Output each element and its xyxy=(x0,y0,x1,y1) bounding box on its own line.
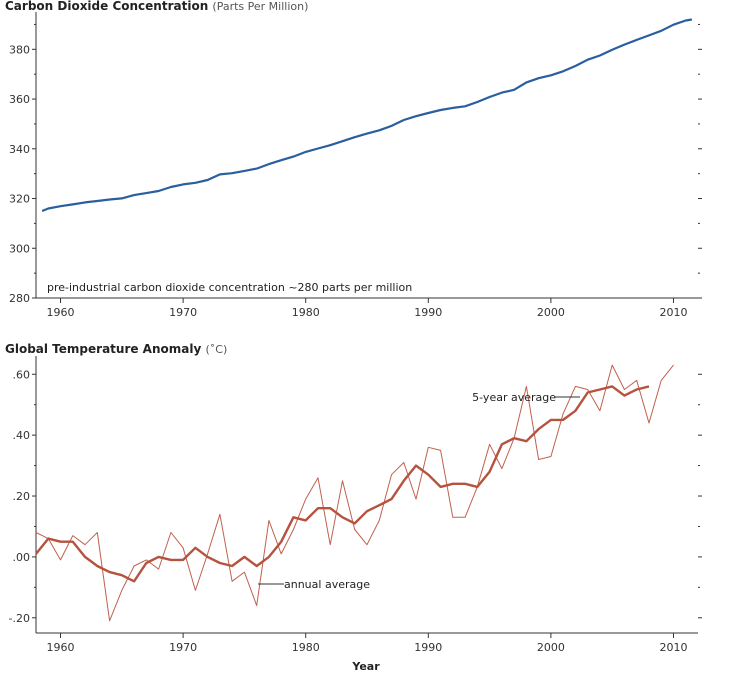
x-tick-label: 2010 xyxy=(659,641,687,654)
annual-average-label: annual average xyxy=(284,578,370,591)
temperature-axes: .60 .40 .20 .00 -.20 1960 1970 1980 1990 2000 2010 xyxy=(9,356,702,654)
x-tick-label: 1960 xyxy=(47,306,75,319)
y-tick-label: .60 xyxy=(13,368,31,381)
y-tick-label: 300 xyxy=(9,242,30,255)
temperature-title-text: Global Temperature Anomaly xyxy=(5,342,201,356)
five-year-average-line xyxy=(35,385,650,583)
x-tick-label: 2000 xyxy=(537,306,565,319)
co2-series-line xyxy=(41,18,693,213)
y-tick-label: 360 xyxy=(9,93,30,106)
co2-series-group xyxy=(41,18,693,213)
x-tick-label: 2000 xyxy=(537,641,565,654)
x-axis-label: Year xyxy=(351,660,380,673)
five-year-average-label: 5-year average xyxy=(472,391,556,404)
co2-subtitle: (Parts Per Million) xyxy=(212,0,308,13)
temperature-subtitle: (˚C) xyxy=(205,343,227,356)
y-tick-label: .00 xyxy=(13,551,31,564)
annual-average-line xyxy=(35,364,674,622)
y-tick-label: 280 xyxy=(9,292,30,305)
x-tick-label: 1980 xyxy=(292,306,320,319)
co2-title: Carbon Dioxide Concentration (Parts Per … xyxy=(5,0,308,13)
temperature-series-labels: 5-year average annual average xyxy=(258,391,580,591)
y-tick-label: -.20 xyxy=(9,612,30,625)
temperature-title: Global Temperature Anomaly (˚C) xyxy=(5,342,227,356)
temperature-series-group xyxy=(35,364,674,622)
temperature-chart: Global Temperature Anomaly (˚C) .60 .40 .2… xyxy=(5,342,702,673)
y-tick-label: 320 xyxy=(9,193,30,206)
co2-annotation: pre-industrial carbon dioxide concentrat… xyxy=(47,281,412,294)
x-tick-label: 1960 xyxy=(47,641,75,654)
x-tick-label: 1990 xyxy=(414,641,442,654)
x-tick-label: 1980 xyxy=(292,641,320,654)
co2-title-text: Carbon Dioxide Concentration xyxy=(5,0,208,13)
co2-chart: Carbon Dioxide Concentration (Parts Per … xyxy=(5,0,702,319)
x-tick-label: 1990 xyxy=(414,306,442,319)
x-tick-label: 1970 xyxy=(169,306,197,319)
y-tick-label: .40 xyxy=(13,429,31,442)
y-tick-label: 380 xyxy=(9,43,30,56)
y-tick-label: 340 xyxy=(9,143,30,156)
y-tick-label: .20 xyxy=(13,490,31,503)
co2-axes: 280 300 320 340 360 380 1960 1970 1980 1990 2000 20… xyxy=(9,12,702,319)
x-tick-label: 2010 xyxy=(659,306,687,319)
x-tick-label: 1970 xyxy=(169,641,197,654)
